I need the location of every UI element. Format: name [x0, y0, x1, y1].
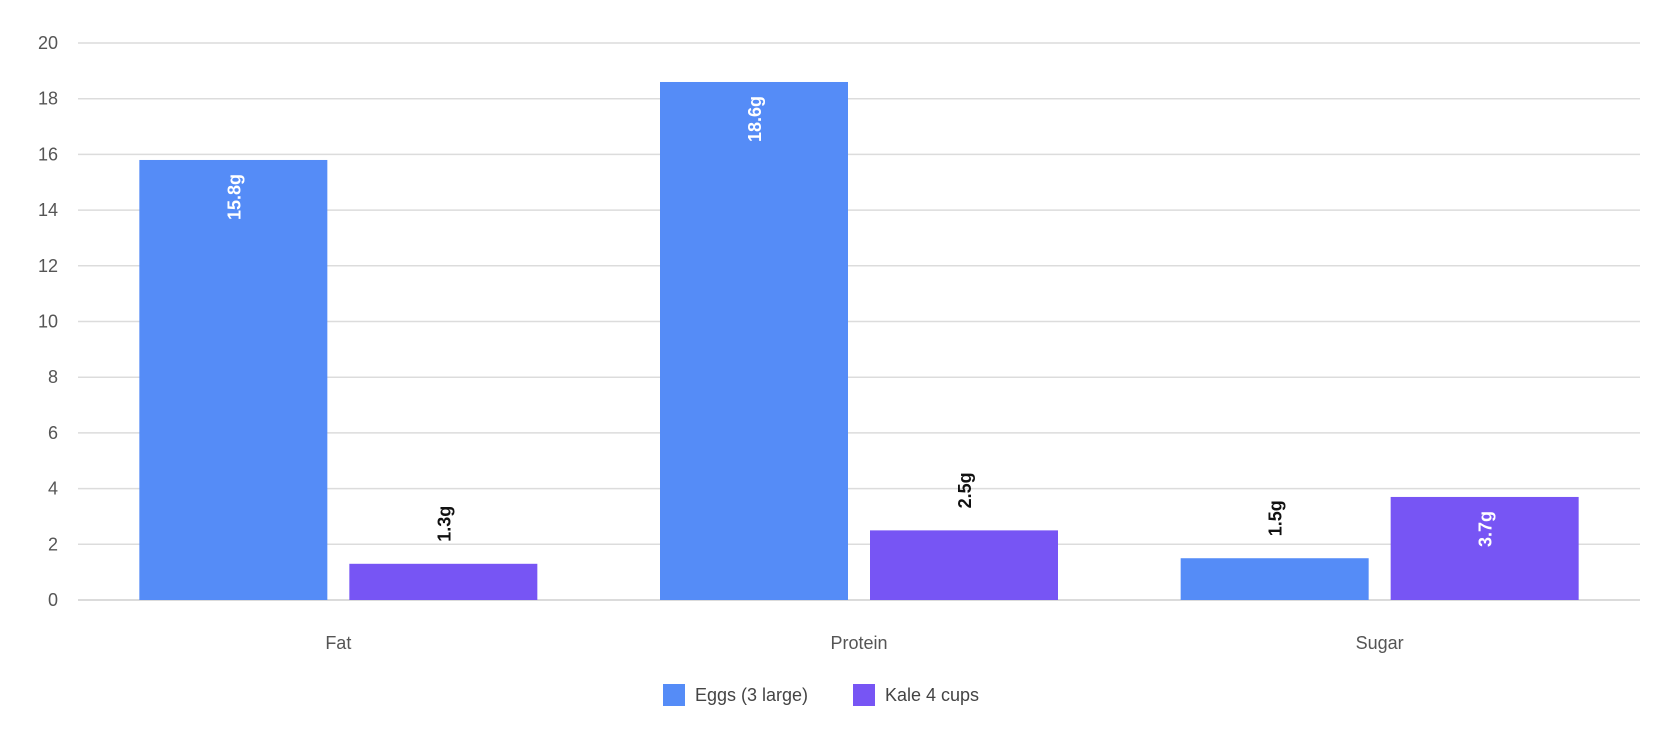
- legend-swatch: [853, 684, 875, 706]
- bar-protein-series-1: [870, 530, 1058, 600]
- bars: [139, 81, 1579, 601]
- y-tick-label: 18: [38, 89, 58, 109]
- y-tick-label: 12: [38, 256, 58, 276]
- axes: 0 2 4 6 8 10 12 14 16 18 20 Fat Protein Sugar: [38, 33, 1404, 653]
- data-label-sugar-series-0: 1.5g: [1266, 500, 1286, 536]
- data-label-fat-series-1: 1.3g: [434, 506, 454, 542]
- bar-protein-series-0: [660, 81, 848, 601]
- y-tick-label: 8: [48, 367, 58, 387]
- grid: [78, 42, 1640, 601]
- data-labels: 15.8g 1.3g 18.6g 2.5g 1.5g 3.7g: [224, 96, 1495, 547]
- y-tick-label: 10: [38, 312, 58, 332]
- x-tick-label-fat: Fat: [325, 633, 351, 653]
- data-label-fat-series-0: 15.8g: [224, 174, 244, 220]
- data-label-protein-series-1: 2.5g: [955, 472, 975, 508]
- y-tick-label: 14: [38, 200, 58, 220]
- legend-swatch: [663, 684, 685, 706]
- y-tick-label: 4: [48, 479, 58, 499]
- legend-item-series-0[interactable]: Eggs (3 large): [663, 684, 808, 706]
- y-tick-label: 2: [48, 534, 58, 554]
- y-tick-label: 6: [48, 423, 58, 443]
- x-tick-label-sugar: Sugar: [1356, 633, 1404, 653]
- data-label-sugar-series-1: 3.7g: [1476, 511, 1496, 547]
- y-tick-label: 0: [48, 590, 58, 610]
- bar-fat-series-0: [139, 159, 328, 600]
- bar-fat-series-1: [349, 563, 538, 600]
- legend: Eggs (3 large) Kale 4 cups: [663, 684, 979, 706]
- legend-label: Eggs (3 large): [695, 685, 808, 705]
- data-label-protein-series-0: 18.6g: [745, 96, 765, 142]
- legend-label: Kale 4 cups: [885, 685, 979, 705]
- y-tick-label: 16: [38, 144, 58, 164]
- bar-sugar-series-1: [1390, 496, 1579, 600]
- y-tick-label: 20: [38, 33, 58, 53]
- legend-item-series-1[interactable]: Kale 4 cups: [853, 684, 979, 706]
- x-tick-label-protein: Protein: [830, 633, 887, 653]
- bar-sugar-series-0: [1180, 558, 1369, 600]
